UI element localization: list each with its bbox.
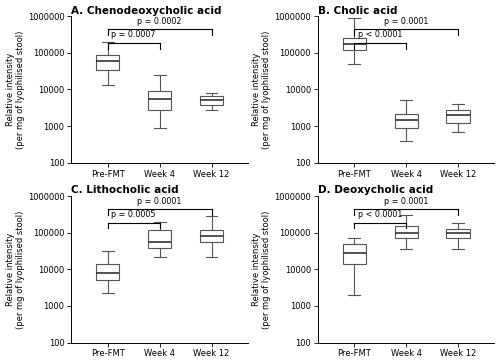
Text: A. Chenodeoxycholic acid: A. Chenodeoxycholic acid: [72, 5, 222, 16]
PathPatch shape: [394, 114, 418, 128]
Y-axis label: Relative intensity
(per mg of lyophilised stool): Relative intensity (per mg of lyophilise…: [6, 210, 25, 329]
Text: p = 0.0002: p = 0.0002: [138, 17, 182, 26]
Text: p = 0.0005: p = 0.0005: [112, 210, 156, 219]
PathPatch shape: [200, 96, 224, 105]
Text: C. Lithocholic acid: C. Lithocholic acid: [72, 186, 179, 195]
PathPatch shape: [148, 230, 172, 248]
Text: D. Deoxycholic acid: D. Deoxycholic acid: [318, 186, 433, 195]
PathPatch shape: [446, 229, 470, 238]
Text: p = 0.0007: p = 0.0007: [112, 30, 156, 39]
Text: B. Cholic acid: B. Cholic acid: [318, 5, 398, 16]
Y-axis label: Relative intensity
(per mg of lyophilised stool): Relative intensity (per mg of lyophilise…: [6, 30, 25, 149]
Text: p < 0.0001: p < 0.0001: [358, 30, 403, 39]
Text: p = 0.0001: p = 0.0001: [138, 197, 182, 206]
PathPatch shape: [96, 55, 120, 70]
PathPatch shape: [342, 244, 366, 264]
PathPatch shape: [96, 264, 120, 280]
PathPatch shape: [342, 38, 366, 50]
Text: p < 0.0001: p < 0.0001: [358, 210, 403, 219]
PathPatch shape: [394, 226, 418, 238]
PathPatch shape: [200, 230, 224, 242]
Text: p = 0.0001: p = 0.0001: [384, 197, 428, 206]
PathPatch shape: [148, 91, 172, 110]
Y-axis label: Relative intensity
(per mg of lyophilised stool): Relative intensity (per mg of lyophilise…: [252, 210, 272, 329]
PathPatch shape: [446, 110, 470, 123]
Text: p = 0.0001: p = 0.0001: [384, 17, 428, 26]
Y-axis label: Relative intensity
(per mg of lyophilised stool): Relative intensity (per mg of lyophilise…: [252, 30, 272, 149]
